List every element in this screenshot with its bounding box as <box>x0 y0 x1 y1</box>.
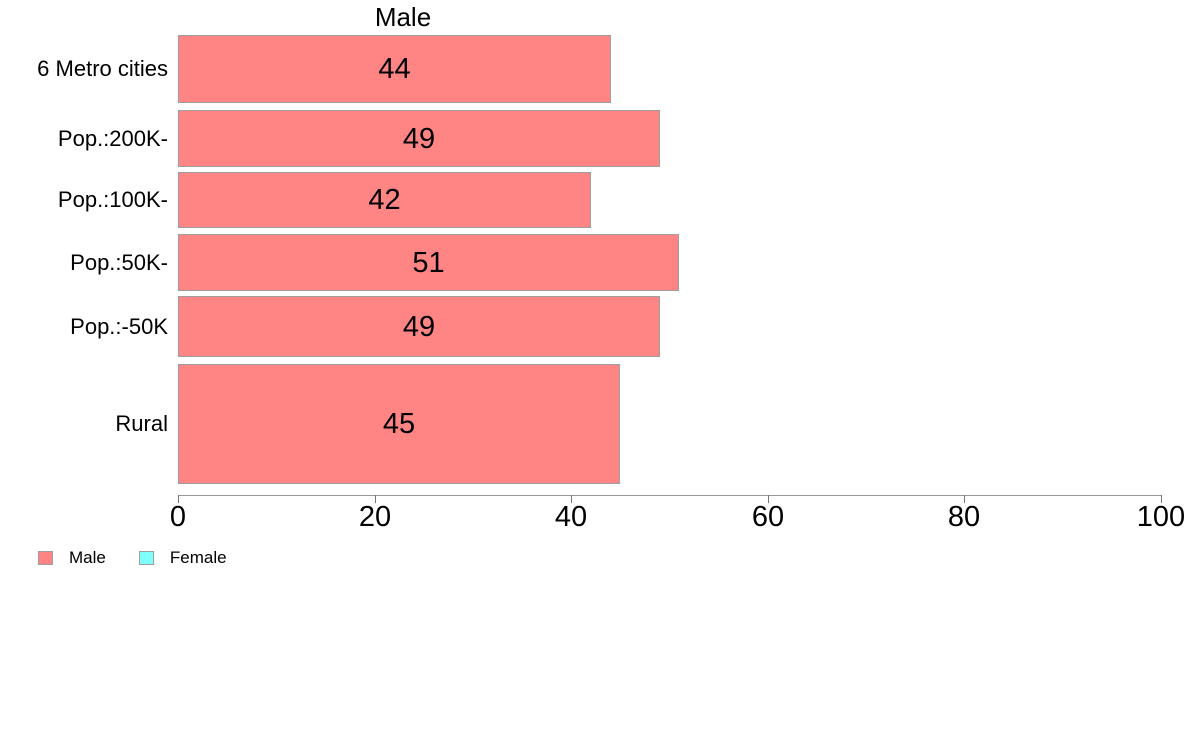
x-axis-tick <box>964 495 965 503</box>
x-axis-tick <box>571 495 572 503</box>
category-label: Pop.:50K- <box>70 249 168 275</box>
legend-swatch-icon <box>138 551 154 565</box>
x-axis-tick <box>768 495 769 503</box>
x-axis-tick <box>178 495 179 503</box>
bar <box>178 364 620 484</box>
legend-item-female[interactable]: Female <box>138 548 227 568</box>
bar <box>178 172 591 228</box>
x-axis-tick-label: 80 <box>947 501 981 533</box>
x-axis-line <box>178 495 1162 496</box>
category-label: Rural <box>115 411 168 436</box>
bar-value-label: 45 <box>382 408 416 440</box>
legend-item-male[interactable]: Male <box>38 548 106 568</box>
x-axis-tick-label: 0 <box>169 501 187 533</box>
bar <box>178 35 611 103</box>
bar <box>178 110 660 167</box>
category-label: Pop.:200K- <box>57 125 168 151</box>
bar-value-label: 42 <box>368 184 401 216</box>
bar-value-label: 44 <box>378 53 411 85</box>
bar-value-label: 49 <box>402 122 436 155</box>
x-axis-tick <box>375 495 376 503</box>
x-axis-tick-label: 20 <box>358 501 392 533</box>
x-axis-tick-label: 100 <box>1136 501 1186 533</box>
chart-title: Male <box>374 2 432 32</box>
legend-swatch-icon <box>38 551 53 565</box>
bar-value-label: 49 <box>402 310 436 343</box>
x-axis-tick-label: 60 <box>751 501 785 533</box>
category-label: Pop.:100K- <box>57 187 168 212</box>
category-label: 6 Metro cities <box>37 56 168 81</box>
x-axis-tick-label: 40 <box>554 501 588 533</box>
category-label: Pop.:-50K <box>70 313 168 339</box>
bar-value-label: 51 <box>412 246 445 279</box>
bar <box>178 234 679 291</box>
legend-label: Female <box>169 548 227 567</box>
x-axis-tick <box>1161 495 1162 503</box>
legend: Male Female <box>38 548 260 568</box>
legend-label: Male <box>69 548 106 567</box>
bar <box>178 296 660 357</box>
